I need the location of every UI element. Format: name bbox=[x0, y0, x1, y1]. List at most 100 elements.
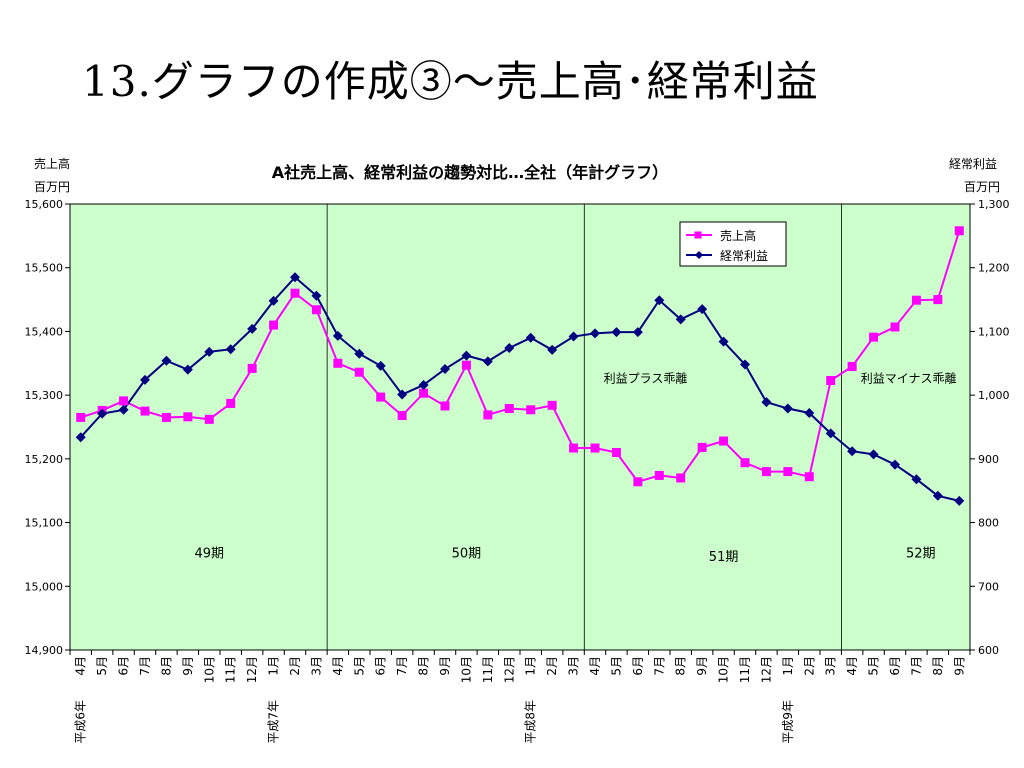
period-label: 51期 bbox=[709, 550, 739, 565]
series-0-point bbox=[611, 447, 621, 457]
x-tick-label: 7月 bbox=[138, 656, 152, 676]
series-0-point bbox=[76, 412, 86, 422]
x-tick-label: 11月 bbox=[738, 656, 752, 683]
series-0-point bbox=[204, 414, 214, 424]
series-1-point bbox=[590, 328, 600, 339]
series-0-point bbox=[890, 322, 900, 332]
y-left-tick-label: 15,500 bbox=[25, 262, 64, 275]
series-0-point bbox=[140, 406, 150, 416]
y-right-tick-label: 1,100 bbox=[978, 325, 1010, 338]
series-0-point bbox=[397, 411, 407, 421]
x-tick-label: 4月 bbox=[74, 656, 88, 676]
series-1-point bbox=[632, 327, 643, 338]
series-layer bbox=[75, 226, 965, 506]
x-tick-label: 3月 bbox=[309, 656, 323, 676]
year-label: 平成9年 bbox=[781, 700, 795, 744]
x-tick-label: 6月 bbox=[888, 656, 902, 676]
x-tick-label: 8月 bbox=[417, 656, 431, 676]
series-1-point bbox=[611, 327, 622, 338]
series-1-point bbox=[418, 379, 429, 390]
series-1-point bbox=[440, 364, 450, 375]
series-1-point bbox=[525, 332, 536, 343]
series-1-point bbox=[697, 304, 708, 315]
x-tick-label: 1月 bbox=[781, 656, 795, 676]
x-tick-label: 5月 bbox=[95, 656, 109, 676]
y-left-tick-label: 15,000 bbox=[25, 580, 64, 593]
x-tick-label: 8月 bbox=[674, 656, 688, 676]
x-tick-label: 1月 bbox=[267, 656, 281, 676]
y-left-tick-label: 15,300 bbox=[25, 389, 64, 402]
series-1-point bbox=[354, 348, 365, 359]
year-label: 平成6年 bbox=[74, 700, 88, 744]
series-1-point bbox=[782, 403, 793, 414]
x-tick-label: 9月 bbox=[695, 656, 709, 676]
x-tick-label: 8月 bbox=[159, 656, 173, 676]
y-right-label-1: 経常利益 bbox=[949, 157, 997, 171]
x-tick-label: 11月 bbox=[481, 656, 495, 683]
x-tick-label: 2月 bbox=[802, 656, 816, 676]
series-1-point bbox=[675, 314, 686, 325]
series-0-point bbox=[740, 458, 750, 468]
series-1-point bbox=[311, 290, 322, 301]
x-tick-label: 10月 bbox=[717, 656, 731, 683]
period-label: 49期 bbox=[195, 547, 225, 562]
chart-title: A社売上高、経常利益の趨勢対比…全社（年計グラフ） bbox=[272, 163, 668, 182]
x-tick-label: 10月 bbox=[459, 656, 473, 683]
series-0-point bbox=[547, 400, 557, 410]
series-1-point bbox=[847, 446, 858, 457]
y-left-tick-label: 14,900 bbox=[25, 644, 64, 657]
y-right-label-2: 百万円 bbox=[964, 180, 1000, 194]
series-0-point bbox=[376, 392, 386, 402]
series-1-point bbox=[268, 295, 279, 306]
x-tick-label: 11月 bbox=[224, 656, 238, 683]
series-0-point bbox=[847, 361, 857, 371]
legend-label-profit: 経常利益 bbox=[720, 249, 768, 263]
plot-area bbox=[69, 203, 971, 651]
y-right-tick-label: 800 bbox=[978, 517, 999, 530]
series-1-point bbox=[868, 449, 879, 460]
series-0-point bbox=[869, 332, 879, 342]
series-0-point bbox=[419, 388, 429, 398]
series-1-point bbox=[825, 428, 836, 439]
series-1-point bbox=[654, 295, 665, 306]
series-1-point bbox=[568, 331, 579, 342]
series-0-point bbox=[654, 470, 664, 480]
series-0-point bbox=[633, 477, 643, 487]
x-tick-label: 12月 bbox=[502, 656, 516, 683]
y-right-tick-label: 1,300 bbox=[978, 198, 1010, 211]
series-1-point bbox=[332, 330, 343, 341]
x-tick-label: 9月 bbox=[181, 656, 195, 676]
y-right-tick-label: 600 bbox=[978, 644, 999, 657]
series-0-point bbox=[761, 467, 771, 477]
y-right-tick-label: 1,200 bbox=[978, 262, 1010, 275]
x-tick-label: 1月 bbox=[524, 656, 538, 676]
legend-marker-sales bbox=[694, 231, 702, 239]
series-0-point bbox=[783, 467, 793, 477]
series-0-point bbox=[569, 443, 579, 453]
year-label: 平成8年 bbox=[524, 700, 538, 744]
series-1-point bbox=[932, 490, 943, 501]
annotation-label: 利益マイナス乖離 bbox=[861, 371, 957, 385]
series-1-point bbox=[504, 342, 515, 353]
y-axis-right: 1,300 1,200 1,100 1,000 900 800 700 600 bbox=[970, 198, 1010, 657]
x-tick-label: 2月 bbox=[545, 656, 559, 676]
y-left-tick-label: 15,600 bbox=[25, 198, 64, 211]
x-tick-label: 5月 bbox=[352, 656, 366, 676]
series-1-point bbox=[290, 272, 300, 283]
series-0-point bbox=[354, 367, 364, 377]
series-0-point bbox=[161, 412, 171, 422]
series-0-point bbox=[590, 443, 600, 453]
y-left-tick-label: 15,200 bbox=[25, 453, 64, 466]
series-1-point bbox=[375, 360, 386, 371]
series-0-point bbox=[804, 472, 814, 482]
x-tick-label: 12月 bbox=[759, 656, 773, 683]
period-label: 52期 bbox=[906, 547, 936, 562]
x-tick-label: 7月 bbox=[652, 656, 666, 676]
x-tick-label: 9月 bbox=[438, 656, 452, 676]
x-tick-label: 3月 bbox=[824, 656, 838, 676]
x-tick-label: 9月 bbox=[952, 656, 966, 676]
y-right-tick-label: 700 bbox=[978, 580, 999, 593]
series-1-point bbox=[182, 364, 193, 375]
series-0-point bbox=[183, 412, 193, 422]
